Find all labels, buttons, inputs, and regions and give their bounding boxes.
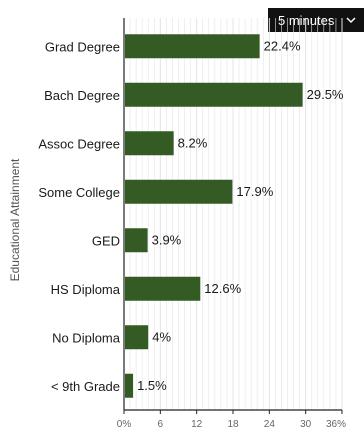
value-label: 29.5% — [307, 87, 344, 102]
bar[interactable] — [125, 34, 260, 59]
category-label: GED — [92, 233, 120, 248]
value-label: 8.2% — [178, 135, 208, 150]
category-label: Grad Degree — [45, 39, 120, 54]
x-tick-label: 36% — [326, 419, 346, 430]
x-tick-label: 18 — [227, 419, 239, 430]
category-label: Assoc Degree — [38, 136, 120, 151]
x-tick-label: 30 — [300, 419, 312, 430]
axis-layer: Grad Degree 22.4% Bach Degree 29.5% Assoc De… — [38, 18, 346, 430]
x-tick-label: 6 — [158, 419, 164, 430]
value-label: 1.5% — [137, 378, 167, 393]
bars-layer — [125, 34, 303, 398]
x-tick-label: 0% — [117, 419, 132, 430]
value-label: 22.4% — [264, 38, 301, 53]
chevron-down-icon — [346, 17, 356, 24]
x-tick-label: 24 — [264, 419, 276, 430]
bar[interactable] — [125, 131, 174, 156]
value-label: 12.6% — [204, 281, 241, 296]
y-axis-title: Educational Attainment — [8, 158, 22, 281]
bar[interactable] — [125, 373, 134, 398]
x-tick-label: 12 — [191, 419, 203, 430]
bar[interactable] — [125, 325, 149, 350]
value-label: 4% — [152, 329, 171, 344]
bar[interactable] — [125, 82, 303, 107]
bar[interactable] — [125, 228, 148, 253]
category-label: No Diploma — [52, 330, 121, 345]
category-label: Some College — [38, 185, 120, 200]
bar[interactable] — [125, 276, 201, 301]
category-label: Bach Degree — [44, 88, 120, 103]
bar[interactable] — [125, 179, 233, 204]
value-label: 3.9% — [152, 232, 182, 247]
category-label: < 9th Grade — [51, 379, 120, 394]
grid-layer — [129, 18, 343, 410]
value-label: 17.9% — [236, 184, 273, 199]
time-range-dropdown[interactable]: 5 minutes — [268, 8, 364, 32]
time-range-value: 5 minutes — [278, 12, 335, 28]
category-label: HS Diploma — [51, 282, 121, 297]
